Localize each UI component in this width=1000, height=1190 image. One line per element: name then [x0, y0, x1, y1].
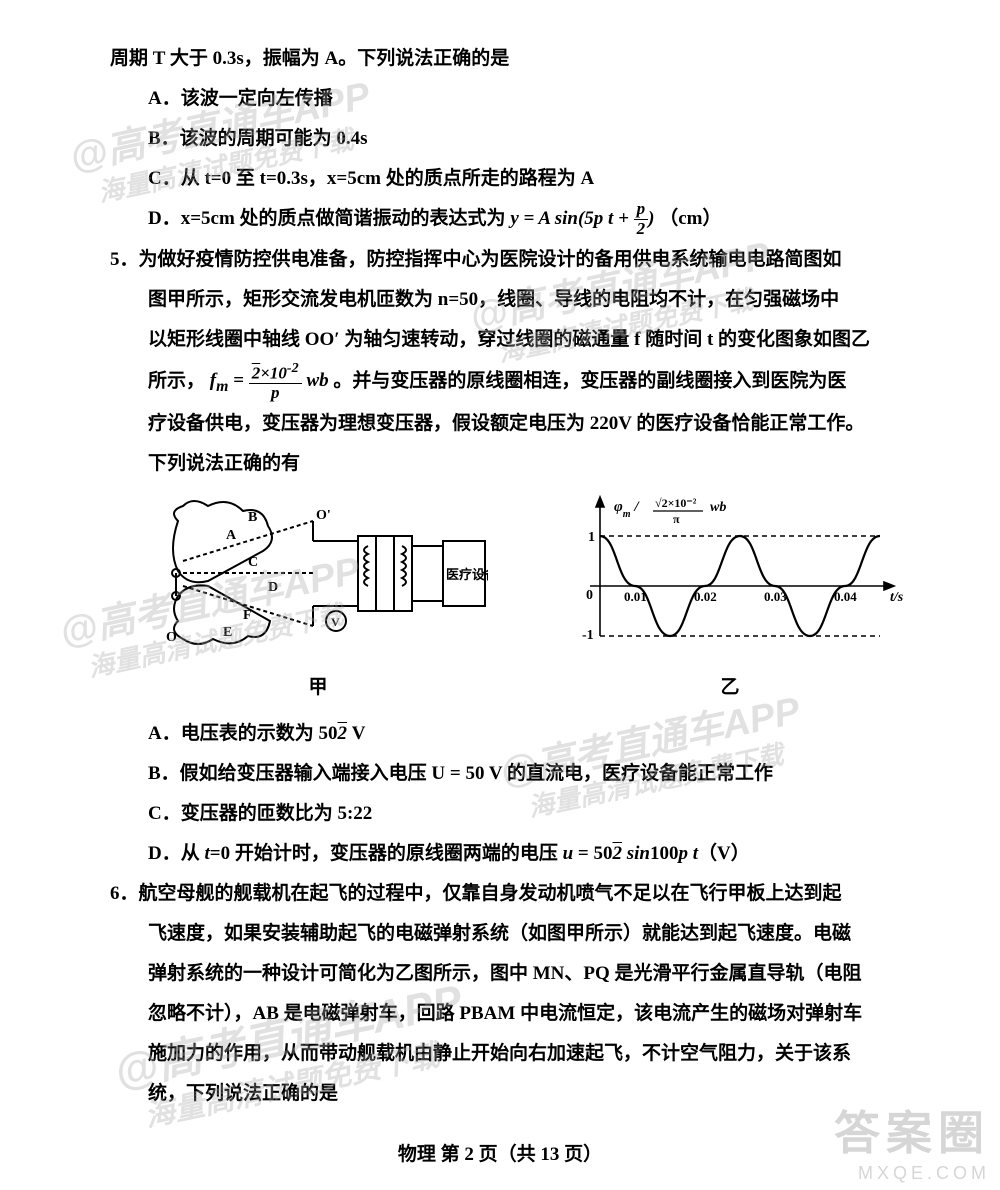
svg-text:B: B	[248, 510, 257, 525]
q4-option-b: B．该波的周期可能为 0.4s	[110, 120, 910, 158]
q5-stem-2: 图甲所示，矩形交流发电机匝数为 n=50，线圈、导线的电阻均不计，在匀强磁场中	[110, 281, 910, 319]
q5-l4-post: 。并与变压器的原线圈相连，变压器的副线圈接入到医院为医	[333, 370, 846, 391]
q5-option-b: B．假如给变压器输入端接入电压 U = 50 V 的直流电，医疗设备能正常工作	[110, 755, 910, 793]
q4-option-a: A．该波一定向左传播	[110, 80, 910, 118]
fig-left-label: 甲	[148, 669, 488, 707]
q5-stem-5: 疗设备供电，变压器为理想变压器，假设额定电压为 220V 的医疗设备恰能正常工作…	[110, 405, 910, 443]
svg-text:π: π	[673, 512, 680, 526]
svg-text:V: V	[331, 615, 340, 629]
svg-text:D: D	[268, 580, 278, 595]
q5-option-c: C．变压器的匝数比为 5:22	[110, 795, 910, 833]
svg-text:√2×10⁻²: √2×10⁻²	[655, 496, 697, 510]
q6-l2: 飞速度，如果安装辅助起飞的电磁弹射系统（如图甲所示）就能达到起飞速度。电磁	[110, 915, 910, 953]
q5-figure-left: O' B A C D F E O V 医疗设备 甲	[148, 491, 488, 707]
q6-l3: 弹射系统的一种设计可简化为乙图所示，图中 MN、PQ 是光滑平行金属直导轨（电阻	[110, 955, 910, 993]
q5-fm-formula: fm = 2×10-2p wb	[210, 370, 329, 391]
svg-text:O: O	[166, 630, 177, 645]
q6-line1: 6．航空母舰的舰载机在起飞的过程中，仅靠自身发动机喷气不足以在飞行甲板上达到起	[110, 875, 910, 913]
generator-diagram-svg: O' B A C D F E O V 医疗设备	[148, 491, 488, 651]
q4-d-prefix: D．x=5cm 处的质点做简谐振动的表达式为	[148, 208, 510, 229]
q5-number: 5．	[110, 241, 139, 279]
page-footer: 物理 第 2 页（共 13 页）	[0, 1139, 1000, 1166]
q5-option-a: A．电压表的示数为 502 V	[110, 715, 910, 753]
q5-stem-1: 为做好疫情防控供电准备，防控指挥中心为医院设计的备用供电系统输电电路简图如	[139, 249, 842, 270]
q5-l4-pre: 所示，	[148, 370, 205, 391]
q6-number: 6．	[110, 875, 139, 913]
svg-text:O': O'	[316, 508, 331, 523]
svg-text:t/s: t/s	[890, 590, 904, 605]
fig-right-label: 乙	[550, 669, 910, 707]
q4-d-unit: （cm）	[659, 208, 721, 229]
q4-option-d: D．x=5cm 处的质点做简谐振动的表达式为 y = A sin(5p t + …	[110, 200, 910, 239]
q5-line1: 5．为做好疫情防控供电准备，防控指挥中心为医院设计的备用供电系统输电电路简图如	[110, 241, 910, 279]
q4-d-formula: y = A sin(5p t + p2)	[510, 208, 654, 229]
svg-text:E: E	[223, 625, 232, 640]
svg-text:0.03: 0.03	[764, 589, 787, 604]
q4-option-c: C．从 t=0 至 t=0.3s，x=5cm 处的质点所走的路程为 A	[110, 160, 910, 198]
q6-l6: 统，下列说法正确的是	[110, 1075, 910, 1113]
page-body: 周期 T 大于 0.3s，振幅为 A。下列说法正确的是 A．该波一定向左传播 B…	[0, 0, 1000, 1155]
corner-line2: MXQE.COM	[834, 1163, 990, 1184]
q6-l4: 忽略不计），AB 是电磁弹射车，回路 PBAM 中电流恒定，该电流产生的磁场对弹…	[110, 995, 910, 1033]
svg-text:0.04: 0.04	[834, 589, 857, 604]
device-label: 医疗设备	[446, 567, 488, 582]
svg-text:A: A	[226, 528, 237, 543]
svg-text:0.02: 0.02	[694, 589, 717, 604]
svg-text:0: 0	[586, 588, 593, 603]
svg-text:0.01: 0.01	[624, 589, 647, 604]
svg-text:1: 1	[588, 530, 595, 545]
q5-stem-4: 所示， fm = 2×10-2p wb 。并与变压器的原线圈相连，变压器的副线圈…	[110, 361, 910, 403]
svg-text:φm /: φm /	[614, 499, 640, 520]
svg-text:wb: wb	[710, 500, 726, 515]
q5-figure-right: φm / √2×10⁻² π wb 1 0 -1 0.01 0.02 0.03 …	[550, 491, 910, 707]
q5-option-d: D．从 t=0 开始计时，变压器的原线圈两端的电压 u = 502 sin100…	[110, 835, 910, 873]
q5-stem-6: 下列说法正确的有	[110, 445, 910, 483]
q4-stem: 周期 T 大于 0.3s，振幅为 A。下列说法正确的是	[110, 40, 910, 78]
svg-text:-1: -1	[582, 628, 594, 643]
svg-text:C: C	[248, 555, 258, 570]
q5-figures: O' B A C D F E O V 医疗设备 甲	[110, 491, 910, 707]
q6-l1: 航空母舰的舰载机在起飞的过程中，仅靠自身发动机喷气不足以在飞行甲板上达到起	[139, 883, 842, 904]
q6-l5: 施加力的作用，从而带动舰载机由静止开始向右加速起飞，不计空气阻力，关于该系	[110, 1035, 910, 1073]
q5-stem-3: 以矩形线圈中轴线 OO′ 为轴匀速转动，穿过线圈的磁通量 f 随时间 t 的变化…	[110, 321, 910, 359]
svg-text:F: F	[243, 608, 252, 623]
sine-chart-svg: φm / √2×10⁻² π wb 1 0 -1 0.01 0.02 0.03 …	[550, 491, 910, 651]
